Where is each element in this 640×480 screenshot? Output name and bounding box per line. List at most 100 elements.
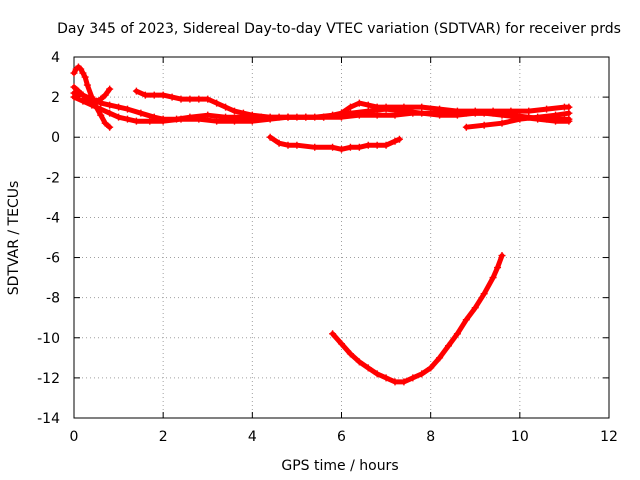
data-point [83,95,91,103]
data-point [146,117,154,125]
data-point [355,99,363,107]
data-point [231,107,238,115]
data-point [92,97,100,105]
series-arc-8 [329,252,506,386]
series-arc-6 [462,109,573,131]
data-point [391,137,399,145]
data-point [81,73,89,81]
data-point [150,91,158,99]
data-point [115,103,123,111]
data-point [373,111,381,119]
x-tick-label: 2 [159,429,168,445]
data-point [101,119,109,127]
data-point [346,350,354,358]
data-point [489,107,497,115]
axis-ticks: 0 2 4 6 8 10 12 -14 -12 -10 -8 -6 -4 -2 0 2 4 [37,50,618,445]
x-tick-label: 12 [600,429,618,445]
data-point [480,290,488,298]
data-point [275,139,283,147]
data-point [565,103,573,111]
data-point [106,85,114,93]
x-tick-label: 4 [248,429,257,445]
data-point [97,105,105,113]
y-tick-label: -12 [37,371,60,387]
data-point [97,95,105,103]
y-tick-label: 0 [51,130,60,146]
data-point [534,113,542,121]
y-tick-label: -14 [37,411,60,427]
data-point [400,378,408,386]
series-arc-7 [266,133,403,153]
data-point [471,107,479,115]
x-tick-label: 6 [337,429,346,445]
data-point [79,91,87,99]
data-point [248,111,256,119]
data-point [311,143,319,151]
data-point [70,83,78,91]
data-point [355,143,363,151]
data-point [400,103,408,111]
data-point [462,316,470,324]
data-point [204,95,212,103]
data-point [329,143,337,151]
data-point [159,117,167,125]
data-point [79,69,87,77]
data-point [168,93,176,101]
data-point [115,113,123,121]
data-point [516,115,524,123]
data-point [552,117,559,125]
data-point [507,107,515,115]
data-point [186,95,194,103]
data-point [471,304,479,312]
data-points [70,63,573,386]
data-point [101,91,109,99]
data-point [391,378,399,386]
data-point [436,354,444,362]
x-tick-label: 8 [426,429,435,445]
data-point [498,252,506,260]
data-point [97,111,105,119]
data-point [453,330,461,338]
data-point [373,370,381,378]
data-point [284,141,292,149]
data-point [382,374,390,382]
data-point [525,107,533,115]
data-point [132,117,140,125]
data-point [427,364,435,372]
data-point [565,109,573,117]
data-point [395,135,403,143]
y-tick-label: -8 [46,291,60,307]
data-point [77,65,85,73]
data-point [436,105,444,113]
data-point [382,141,390,149]
data-point [453,107,461,115]
data-point [382,103,390,111]
data-point [338,109,345,117]
data-point [284,113,292,121]
data-point [391,111,399,119]
data-point [338,340,345,348]
data-point [302,113,310,121]
data-point [552,111,559,119]
data-point [364,364,372,372]
data-point [364,141,372,149]
data-point [213,99,221,107]
data-point [355,358,363,366]
data-point [70,93,78,101]
data-point [213,117,221,125]
data-point [132,87,140,95]
data-point [489,274,497,282]
data-point [137,109,145,117]
series-line [330,253,505,385]
data-point [248,117,256,125]
data-point [329,330,337,338]
data-point [373,141,381,149]
data-point [373,103,381,111]
data-point [239,109,247,117]
data-point [462,123,470,131]
data-point [124,115,131,123]
data-point [565,117,573,125]
data-point [320,113,328,121]
data-point [293,141,301,149]
